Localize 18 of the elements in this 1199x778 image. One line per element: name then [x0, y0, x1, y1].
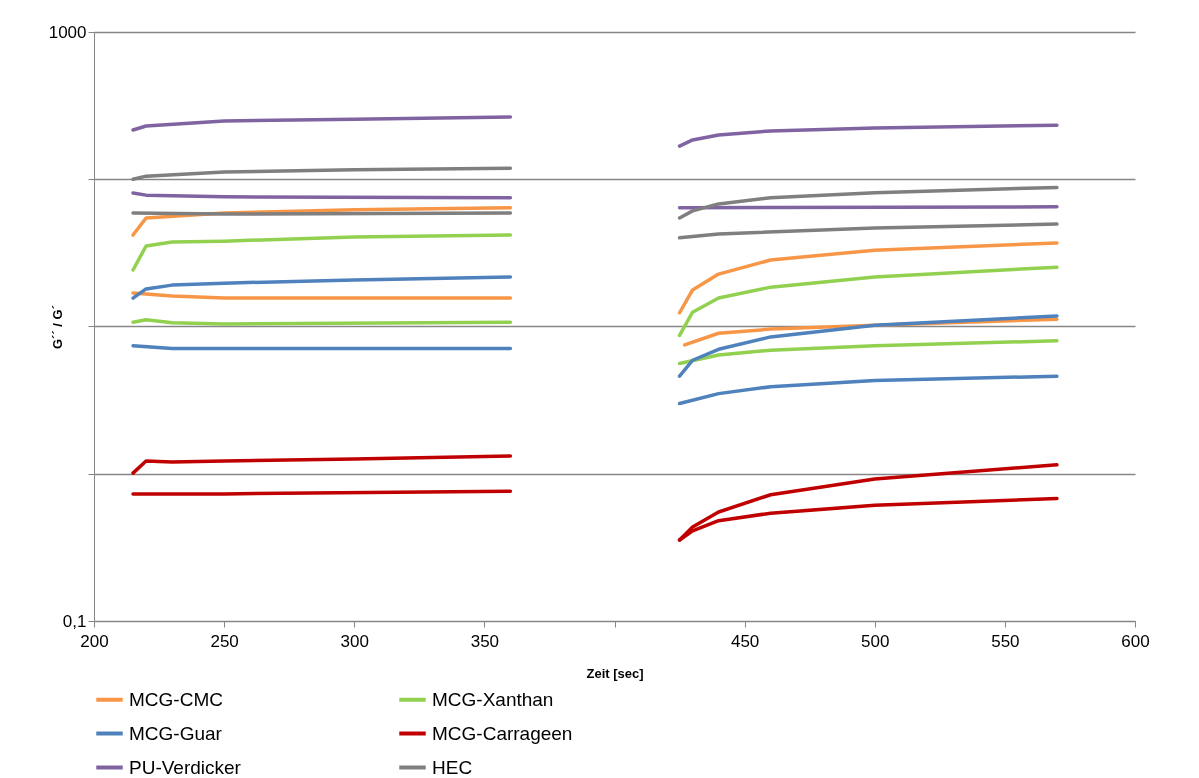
x-tick-label: 200 — [80, 631, 109, 651]
legend-label: MCG-Carrageen — [432, 722, 573, 744]
y-axis-title: G´´ / G´ — [49, 304, 65, 350]
legend-label: PU-Verdicker — [129, 756, 242, 778]
legend-label: MCG-CMC — [129, 688, 223, 710]
x-tick-label: 500 — [861, 631, 890, 651]
y-tick-label: 1000 — [48, 22, 87, 42]
x-axis-title: Zeit [sec] — [586, 665, 644, 681]
legend-label: MCG-Xanthan — [432, 688, 554, 710]
x-tick-label: 350 — [470, 631, 500, 651]
legend-label: MCG-Guar — [129, 722, 223, 744]
x-tick-label: 250 — [210, 631, 239, 651]
x-tick-label: 600 — [1121, 631, 1150, 651]
y-tick-label: 0,1 — [62, 611, 87, 631]
x-tick-label: 550 — [991, 631, 1020, 651]
x-tick-label: 300 — [340, 631, 369, 651]
legend-label: HEC — [432, 756, 473, 778]
x-tick-label: 450 — [730, 631, 760, 651]
